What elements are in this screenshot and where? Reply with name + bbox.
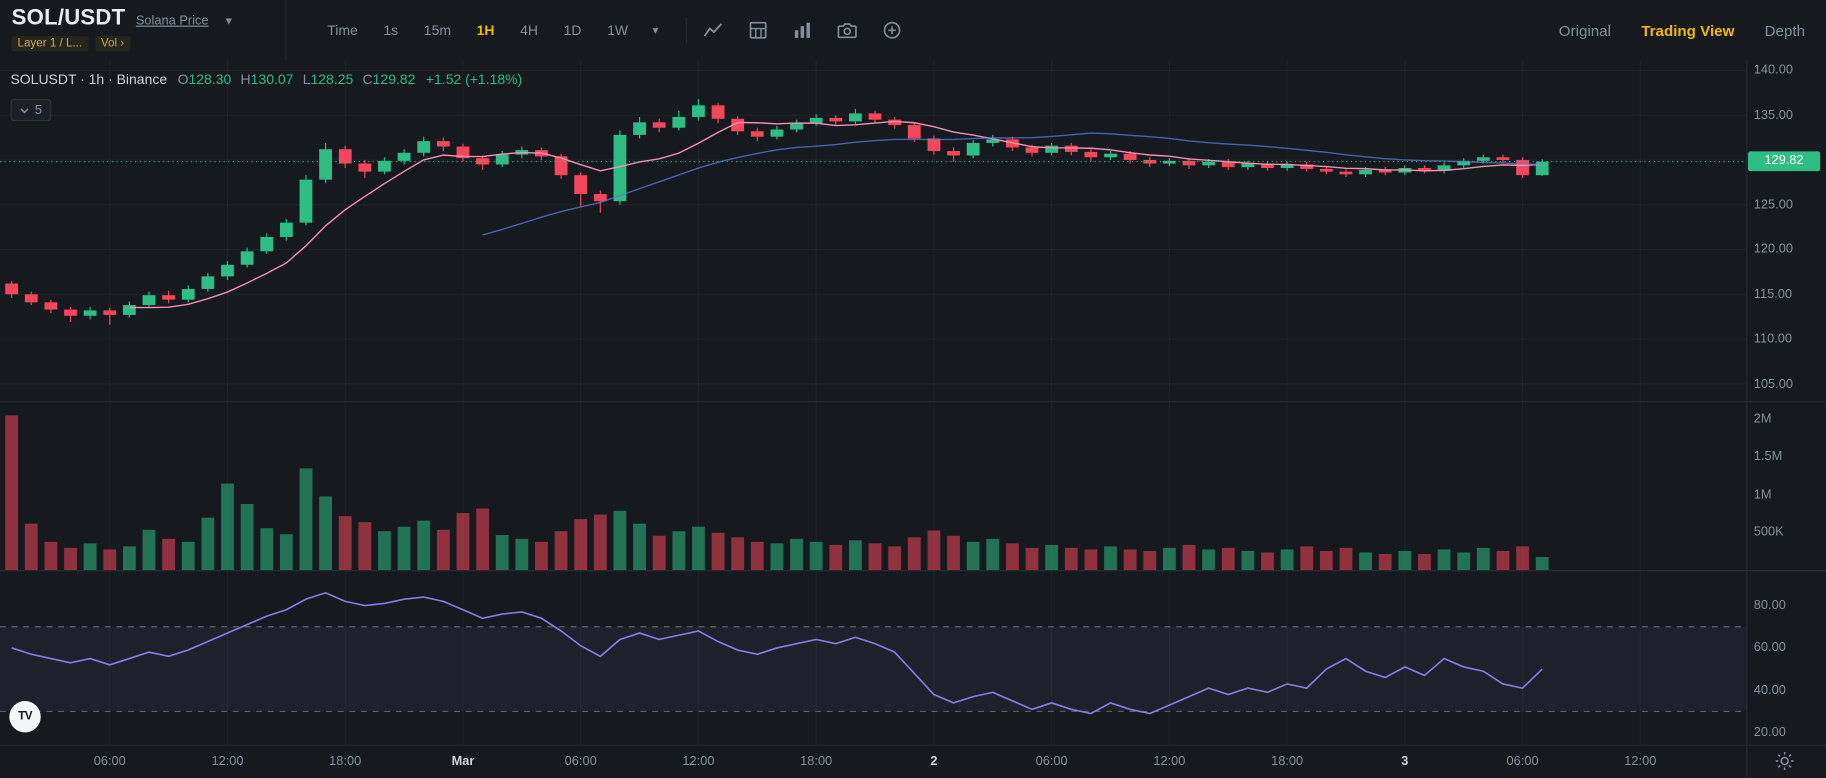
view-tab-trading-view[interactable]: Trading View — [1641, 21, 1735, 40]
line-chart-icon[interactable] — [704, 21, 724, 40]
indicators-count: 5 — [34, 103, 43, 118]
grid-layout-icon[interactable] — [749, 21, 768, 40]
interval-1h[interactable]: 1H — [476, 22, 495, 39]
view-tab-original[interactable]: Original — [1558, 21, 1611, 40]
chart-header: SOL/USDT Solana Price ▼ Layer 1 / L... Vo… — [0, 0, 1826, 61]
symbol-subtitle-text: Solana Price — [135, 13, 209, 28]
legend-o: O128.30 — [177, 71, 232, 88]
brightness-icon[interactable] — [1775, 751, 1795, 771]
interval-4h[interactable]: 4H — [520, 22, 538, 39]
price-scale[interactable] — [1747, 61, 1826, 746]
symbol-tag-0[interactable]: Layer 1 / L... — [11, 36, 89, 52]
interval-1w[interactable]: 1W — [607, 22, 629, 39]
interval-1d[interactable]: 1D — [563, 22, 582, 39]
indicators-collapse-chip[interactable]: 5 — [10, 98, 52, 122]
interval-15m[interactable]: 15m — [423, 22, 451, 39]
symbol-dropdown-caret-icon[interactable]: ▼ — [223, 15, 235, 27]
interval-dropdown-caret-icon[interactable]: ▾ — [652, 23, 659, 37]
time-scale[interactable] — [0, 745, 1747, 778]
legend-ohlc: O128.30 H130.07 L128.25 C129.82 — [178, 71, 416, 87]
toolbar-icons — [704, 21, 902, 40]
legend-c: C129.82 — [362, 71, 416, 88]
symbol-tags: Layer 1 / L... Vol › — [11, 36, 286, 52]
toolbar-divider — [686, 17, 688, 44]
view-tab-group: Original Trading View Depth — [1559, 0, 1826, 61]
chevron-down-icon — [20, 107, 29, 113]
camera-icon[interactable] — [838, 22, 858, 39]
bar-chart-icon[interactable] — [793, 21, 812, 40]
chart-toolbar: Time 1s 15m 1H 4H 1D 1W ▾ — [286, 0, 901, 61]
symbol-tag-1[interactable]: Vol › — [95, 36, 130, 52]
interval-group: Time 1s 15m 1H 4H 1D 1W — [314, 17, 640, 43]
interval-1s[interactable]: 1s — [383, 22, 399, 39]
tradingview-logo-text: TV — [18, 710, 32, 724]
legend-h: H130.07 — [240, 71, 294, 88]
tradingview-logo[interactable]: TV — [9, 701, 41, 733]
symbol-subtitle-link[interactable]: Solana Price — [136, 14, 209, 28]
legend-l: L128.25 — [302, 71, 354, 88]
add-indicator-icon[interactable] — [883, 21, 902, 40]
symbol-block: SOL/USDT Solana Price ▼ Layer 1 / L... Vo… — [0, 0, 287, 61]
legend-change: +1.52 (+1.18%) — [425, 71, 523, 88]
chart-legend[interactable]: SOLUSDT · 1h · Binance O128.30 H130.07 L12… — [10, 71, 522, 87]
view-tab-depth[interactable]: Depth — [1764, 21, 1806, 40]
symbol-title: SOL/USDT — [11, 5, 126, 31]
interval-time[interactable]: Time — [327, 22, 358, 39]
legend-title: SOLUSDT · 1h · Binance — [10, 71, 168, 88]
